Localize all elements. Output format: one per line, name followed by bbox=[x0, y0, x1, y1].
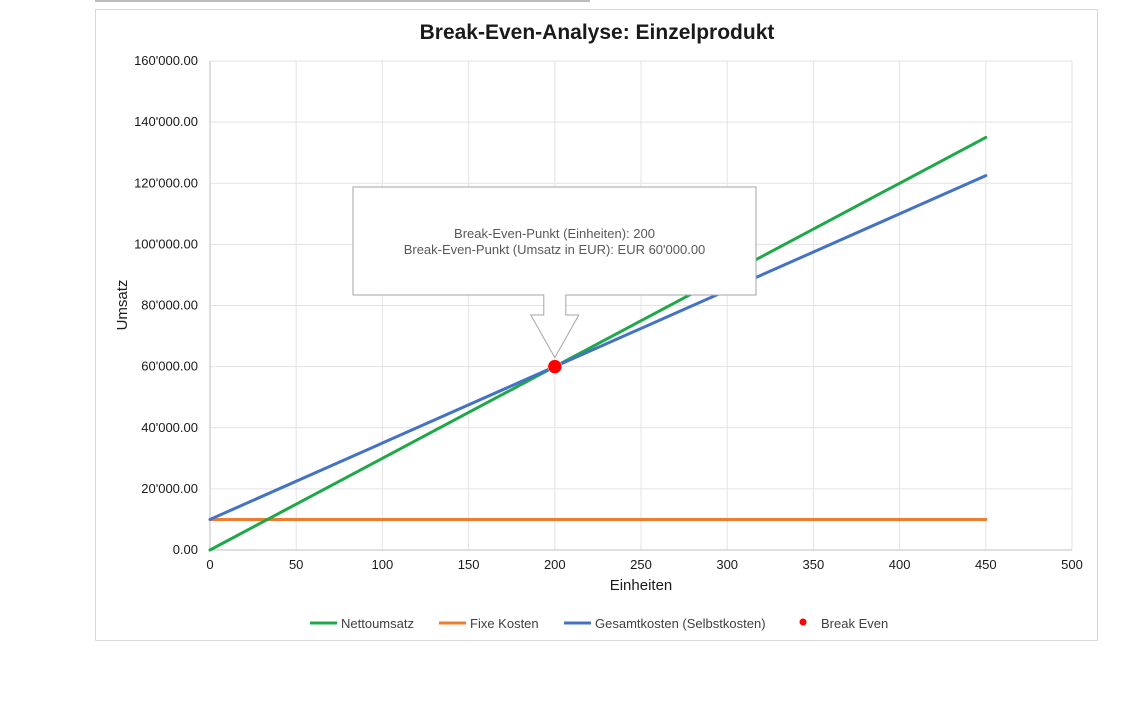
axes bbox=[209, 61, 1072, 551]
y-tick-labels: 0.00 20'000.00 40'000.00 60'000.00 80'000.00… bbox=[134, 53, 198, 557]
chart-title: Break-Even-Analyse: Einzelprodukt bbox=[420, 21, 775, 44]
y-tick-label: 20'000.00 bbox=[141, 481, 198, 496]
legend-label: Gesamtkosten (Selbstkosten) bbox=[595, 616, 766, 631]
y-tick-label: 80'000.00 bbox=[141, 298, 198, 313]
x-tick-label: 250 bbox=[630, 557, 652, 572]
break-even-callout: Break-Even-Punkt (Einheiten): 200Break-E… bbox=[352, 186, 757, 359]
legend-label: Nettoumsatz bbox=[341, 616, 414, 631]
x-axis-title: Einheiten bbox=[610, 577, 673, 594]
y-tick-label: 140'000.00 bbox=[134, 114, 198, 129]
x-tick-label: 350 bbox=[803, 557, 825, 572]
x-tick-label: 50 bbox=[289, 557, 303, 572]
x-tick-label: 400 bbox=[889, 557, 911, 572]
x-tick-label: 0 bbox=[206, 557, 213, 572]
top-divider bbox=[95, 0, 590, 2]
x-tick-label: 300 bbox=[716, 557, 738, 572]
x-tick-label: 200 bbox=[544, 557, 566, 572]
callout-box bbox=[352, 186, 757, 359]
y-tick-label: 100'000.00 bbox=[134, 236, 198, 251]
legend-swatch bbox=[799, 618, 807, 626]
series-lines bbox=[208, 135, 988, 552]
chart-area bbox=[95, 9, 1098, 641]
break-even-point bbox=[547, 359, 563, 374]
x-tick-label: 450 bbox=[975, 557, 997, 572]
legend-label: Break Even bbox=[821, 616, 888, 631]
y-tick-label: 160'000.00 bbox=[134, 53, 198, 68]
y-tick-label: 60'000.00 bbox=[141, 359, 198, 374]
y-tick-label: 40'000.00 bbox=[141, 420, 198, 435]
y-tick-label: 0.00 bbox=[173, 542, 198, 557]
legend: Nettoumsatz Fixe Kosten Gesamtkosten (Selb… bbox=[310, 616, 888, 631]
y-tick-label: 120'000.00 bbox=[134, 175, 198, 190]
series-line bbox=[208, 174, 988, 521]
gridlines bbox=[210, 60, 1073, 550]
x-tick-label: 500 bbox=[1061, 557, 1083, 572]
callout-text-line: Break-Even-Punkt (Einheiten): 200 bbox=[454, 226, 655, 241]
x-tick-label: 150 bbox=[458, 557, 480, 572]
series-line bbox=[208, 135, 988, 552]
x-tick-labels: 0 50 100 150 200 250 300 350 400 450 500 bbox=[206, 557, 1082, 572]
callout-text-line: Break-Even-Punkt (Umsatz in EUR): EUR 60… bbox=[404, 242, 706, 257]
legend-label: Fixe Kosten bbox=[470, 616, 539, 631]
y-axis-title: Umsatz bbox=[114, 280, 131, 331]
break-even-marker bbox=[547, 359, 563, 374]
x-tick-label: 100 bbox=[372, 557, 394, 572]
